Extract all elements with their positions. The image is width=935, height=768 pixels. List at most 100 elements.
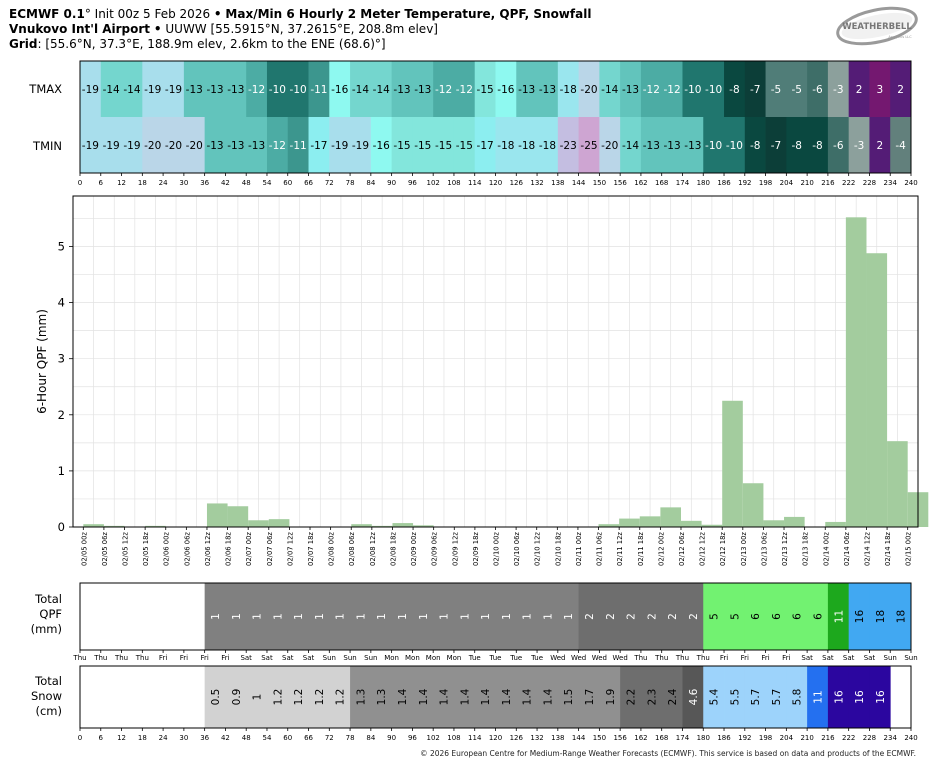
tmax-value: -3 [833,84,843,96]
snow-x-tick-label: 132 [530,734,543,742]
total-qpf-cell [329,583,351,650]
tmax-value: -12 [248,84,265,96]
total-qpf-cell [121,583,143,650]
temp-x-tick-label: 60 [283,179,292,187]
temp-x-tick-label: 216 [821,179,835,187]
tmin-cell [474,117,496,173]
total-qpf-value: 1 [335,613,347,620]
qpf-bar [701,524,723,527]
qpf-x-tick-label: 02/05 12z [122,532,130,566]
total-qpf-cell [453,583,476,650]
total-snow-cell [433,666,455,728]
total-snow-value: 0.5 [210,689,222,706]
day-label: Thu [114,654,128,662]
temp-x-tick-label: 72 [325,179,334,187]
total-qpf-value: 1 [252,613,264,620]
total-snow-cell [848,666,870,728]
temp-x-tick-label: 90 [387,179,396,187]
total-snow-value: 1.4 [418,688,430,705]
day-label: Sat [240,654,252,662]
total-qpf-value: 6 [771,613,783,620]
total-qpf-cell [80,583,102,650]
qpf-x-tick-label: 02/09 06z [431,532,439,566]
qpf-x-tick-label: 02/13 12z [781,532,789,566]
snow-x-tick-label: 180 [697,734,710,742]
total-qpf-value: 1 [231,613,243,620]
tmax-cell [453,61,476,117]
total-snow-value: 5.7 [750,689,762,706]
tmin-cell [266,117,289,173]
day-label: Fri [180,654,188,662]
total-snow-label-1: Total [34,674,62,688]
temp-x-tick-label: 156 [613,179,627,187]
total-qpf-cell [391,583,413,650]
qpf-x-tick-label: 02/06 12z [204,532,212,566]
tmin-cell [848,117,870,173]
tmax-cell [412,61,434,117]
qpf-x-tick-label: 02/12 18z [719,532,727,566]
tmin-value: -20 [186,140,203,152]
total-snow-cell [578,666,600,728]
qpf-y-axis-label: 6-Hour QPF (mm) [35,309,49,414]
total-qpf-value: 1 [522,613,534,620]
snow-x-tick-label: 150 [593,734,606,742]
day-label: Wed [613,654,628,662]
tmax-value: -5 [771,84,781,96]
weatherbell-logo: WEATHERBELL Analytics LLC [836,6,918,46]
tmin-value: -17 [310,140,327,152]
tmin-value: 2 [876,140,883,152]
total-snow-cell [391,666,413,728]
qpf-y-tick-label: 0 [58,520,65,534]
qpf-x-tick-label: 02/10 18z [554,532,562,566]
snow-x-tick-label: 6 [99,734,104,742]
qpf-bar [392,523,414,527]
total-snow-value: 1.3 [355,689,367,706]
total-qpf-value: 1 [397,613,409,620]
tmin-value: -20 [165,140,182,152]
tmin-cell [287,117,309,173]
total-snow-cell [142,666,164,728]
tmax-cell [765,61,787,117]
snow-x-tick-label: 108 [447,734,460,742]
tmax-value: -14 [123,84,140,96]
tmin-cell [204,117,226,173]
snow-x-tick-label: 198 [759,734,772,742]
total-snow-cell [474,666,496,728]
tmin-value: -13 [664,140,681,152]
tmin-value: -14 [622,140,639,152]
qpf-x-tick-label: 02/10 06z [513,532,521,566]
tmin-value: -19 [352,140,369,152]
tmin-value: -15 [414,140,431,152]
tmax-cell [121,61,143,117]
tmin-row-label: TMIN [32,139,62,153]
snow-x-tick-label: 0 [78,734,82,742]
qpf-bar [763,520,785,527]
tmax-value: -13 [622,84,639,96]
qpf-bar [619,518,640,527]
tmax-value: -11 [310,84,327,96]
snow-x-tick-label: 48 [242,734,251,742]
qpf-x-tick-label: 02/12 00z [657,532,665,566]
total-qpf-label-3: (mm) [31,622,62,636]
snow-x-tick-label: 186 [717,734,731,742]
tmax-value: -19 [165,84,182,96]
tmax-cell [163,61,185,117]
total-qpf-label-1: Total [34,592,62,606]
tmin-value: -8 [791,140,801,152]
snow-x-tick-label: 90 [387,734,396,742]
day-label: Thu [135,654,149,662]
temp-x-tick-label: 240 [904,179,917,187]
tmax-value: -14 [601,84,618,96]
temp-x-tick-label: 228 [863,179,876,187]
tmin-value: -12 [269,140,286,152]
tmin-cell [495,117,517,173]
qpf-x-tick-label: 02/15 00z [905,532,913,566]
tmin-cell [100,117,122,173]
day-label: Sun [884,654,897,662]
snow-x-tick-label: 66 [304,734,313,742]
qpf-x-tick-label: 02/07 06z [266,532,274,566]
qpf-bar [825,521,846,527]
header-line-2: Vnukovo Int'l Airport • UUWW [55.5915°N,… [9,22,438,37]
total-qpf-value: 6 [750,613,762,620]
tmax-value: -16 [497,84,514,96]
